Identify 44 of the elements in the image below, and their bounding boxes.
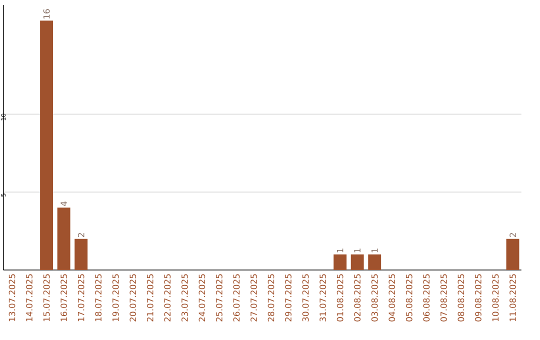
x-tick-label: 18.07.2025: [95, 274, 102, 322]
x-tick-label: 01.08.2025: [336, 274, 344, 322]
x-tick-label: 29.07.2025: [285, 274, 292, 322]
x-tick-label: 31.07.2025: [320, 274, 326, 322]
x-tick-label: 06.08.2025: [423, 274, 430, 322]
x-tick-label: 02.08.2025: [354, 274, 361, 322]
x-tick-label: 14.07.2025: [26, 274, 32, 322]
x-tick-label: 11.08.2025: [510, 274, 516, 322]
x-tick-label: 15.07.2025: [43, 274, 50, 322]
x-tick-label: 19.07.2025: [112, 274, 119, 322]
data-label: 1: [336, 248, 344, 252]
bar: [74, 238, 88, 270]
x-tick-label: 28.07.2025: [268, 274, 274, 322]
x-tick-label: 26.07.2025: [233, 274, 240, 322]
x-tick-label: 04.08.2025: [388, 274, 396, 322]
x-tick-label: 25.07.2025: [216, 274, 222, 322]
x-tick-label: 16.07.2025: [60, 274, 68, 322]
x-tick-label: 23.07.2025: [181, 274, 188, 322]
x-tick-label: 09.08.2025: [475, 274, 482, 322]
x-tick-label: 24.07.2025: [198, 274, 206, 322]
x-tick-label: 03.08.2025: [371, 274, 378, 322]
x-tick-label: 22.07.2025: [164, 274, 171, 322]
bar: [368, 254, 382, 270]
data-label: 2: [510, 233, 516, 237]
x-tick-label: 05.08.2025: [406, 274, 412, 322]
bar: [57, 208, 70, 270]
data-label: 2: [78, 233, 84, 237]
x-tick-label: 10.08.2025: [492, 274, 499, 322]
x-tick-label: 20.07.2025: [130, 274, 136, 322]
x-tick-label: 17.07.2025: [78, 274, 84, 322]
x-tick-label: 13.07.2025: [8, 274, 16, 322]
x-tick-label: 21.07.2025: [146, 274, 154, 322]
bar: [506, 238, 520, 270]
x-tick-label: 30.07.2025: [302, 274, 309, 322]
data-label: 16: [43, 9, 50, 18]
data-label: 1: [372, 248, 378, 252]
x-tick-label: 08.08.2025: [458, 274, 464, 322]
x-tick-label: 27.07.2025: [250, 274, 257, 322]
data-label: 1: [354, 248, 360, 252]
bar: [40, 20, 54, 270]
data-label: 4: [60, 202, 67, 206]
bar: [350, 254, 364, 270]
x-tick-label: 07.08.2025: [440, 274, 447, 322]
bar: [334, 254, 347, 270]
